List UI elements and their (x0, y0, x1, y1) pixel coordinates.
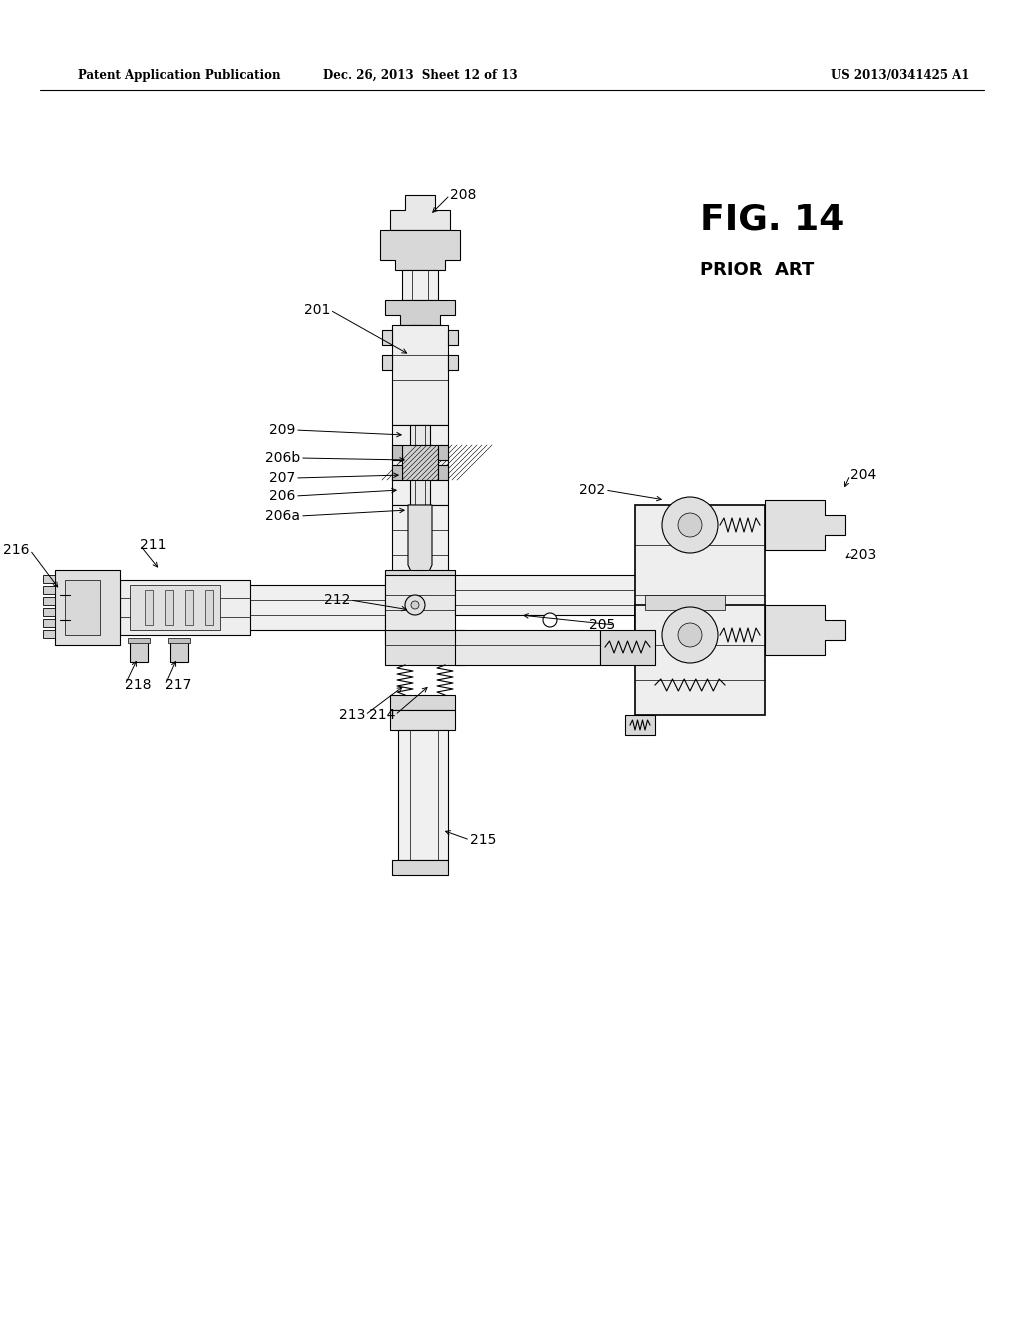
Bar (390, 710, 455, 730)
Bar (455, 576, 635, 615)
Bar (410, 425, 430, 506)
Polygon shape (380, 230, 460, 271)
Polygon shape (408, 506, 432, 579)
Text: 206: 206 (268, 488, 295, 503)
Text: 204: 204 (850, 469, 877, 482)
Polygon shape (385, 300, 455, 325)
Text: 203: 203 (850, 548, 877, 562)
Bar (43, 630, 55, 638)
Bar (392, 325, 449, 425)
Bar (438, 465, 449, 480)
Text: 215: 215 (470, 833, 497, 847)
Bar (120, 579, 250, 635)
Text: 201: 201 (304, 304, 330, 317)
Bar (392, 861, 449, 875)
Circle shape (662, 498, 718, 553)
Bar (55, 570, 120, 645)
Polygon shape (390, 195, 450, 230)
Circle shape (662, 607, 718, 663)
Bar (645, 595, 725, 610)
Bar (100, 587, 120, 598)
Bar (402, 271, 438, 300)
Text: 207: 207 (268, 471, 295, 484)
Bar (43, 586, 55, 594)
Bar (392, 465, 402, 480)
Bar (385, 576, 455, 645)
Text: PRIOR  ART: PRIOR ART (700, 261, 814, 279)
Bar (165, 590, 173, 624)
Text: 209: 209 (268, 422, 295, 437)
Bar (382, 355, 392, 370)
Bar (168, 638, 190, 643)
Bar (449, 330, 458, 345)
Text: 214: 214 (369, 708, 395, 722)
Bar (635, 605, 765, 715)
Circle shape (678, 513, 702, 537)
Polygon shape (765, 605, 845, 655)
Text: Dec. 26, 2013  Sheet 12 of 13: Dec. 26, 2013 Sheet 12 of 13 (323, 69, 517, 82)
Text: 213: 213 (339, 708, 365, 722)
Text: 217: 217 (165, 678, 191, 692)
Bar (65, 579, 100, 635)
Bar (449, 355, 458, 370)
Bar (170, 640, 188, 663)
Text: Patent Application Publication: Patent Application Publication (78, 69, 281, 82)
Bar (635, 506, 765, 635)
Text: US 2013/0341425 A1: US 2013/0341425 A1 (830, 69, 969, 82)
Bar (392, 425, 449, 506)
Circle shape (411, 601, 419, 609)
Bar (398, 730, 449, 861)
Bar (392, 506, 449, 585)
Bar (410, 325, 430, 385)
Bar (402, 445, 438, 480)
Text: 216: 216 (3, 543, 30, 557)
Bar (128, 638, 150, 643)
Bar (185, 590, 193, 624)
Bar (120, 585, 385, 630)
Text: 208: 208 (450, 187, 476, 202)
Polygon shape (765, 500, 845, 550)
Text: 212: 212 (324, 593, 350, 607)
Bar (600, 630, 655, 665)
Bar (130, 640, 148, 663)
Circle shape (543, 612, 557, 627)
Bar (392, 445, 402, 459)
Circle shape (678, 623, 702, 647)
Bar (100, 612, 120, 622)
Text: 205: 205 (589, 618, 615, 632)
Text: 206a: 206a (265, 510, 300, 523)
Bar (385, 570, 455, 590)
Bar (625, 715, 655, 735)
Text: 218: 218 (125, 678, 152, 692)
Circle shape (406, 595, 425, 615)
Bar (145, 590, 153, 624)
Bar (130, 585, 220, 630)
Bar (390, 696, 455, 710)
Bar (402, 445, 438, 480)
Bar (43, 609, 55, 616)
Text: 206b: 206b (265, 451, 300, 465)
Bar (382, 330, 392, 345)
Bar (455, 630, 600, 665)
Text: 202: 202 (579, 483, 605, 498)
Bar (43, 576, 55, 583)
Text: 211: 211 (140, 539, 167, 552)
Bar (43, 619, 55, 627)
Text: FIG. 14: FIG. 14 (700, 203, 845, 238)
Bar (385, 630, 465, 665)
Bar (438, 445, 449, 459)
Bar (205, 590, 213, 624)
Bar (43, 597, 55, 605)
